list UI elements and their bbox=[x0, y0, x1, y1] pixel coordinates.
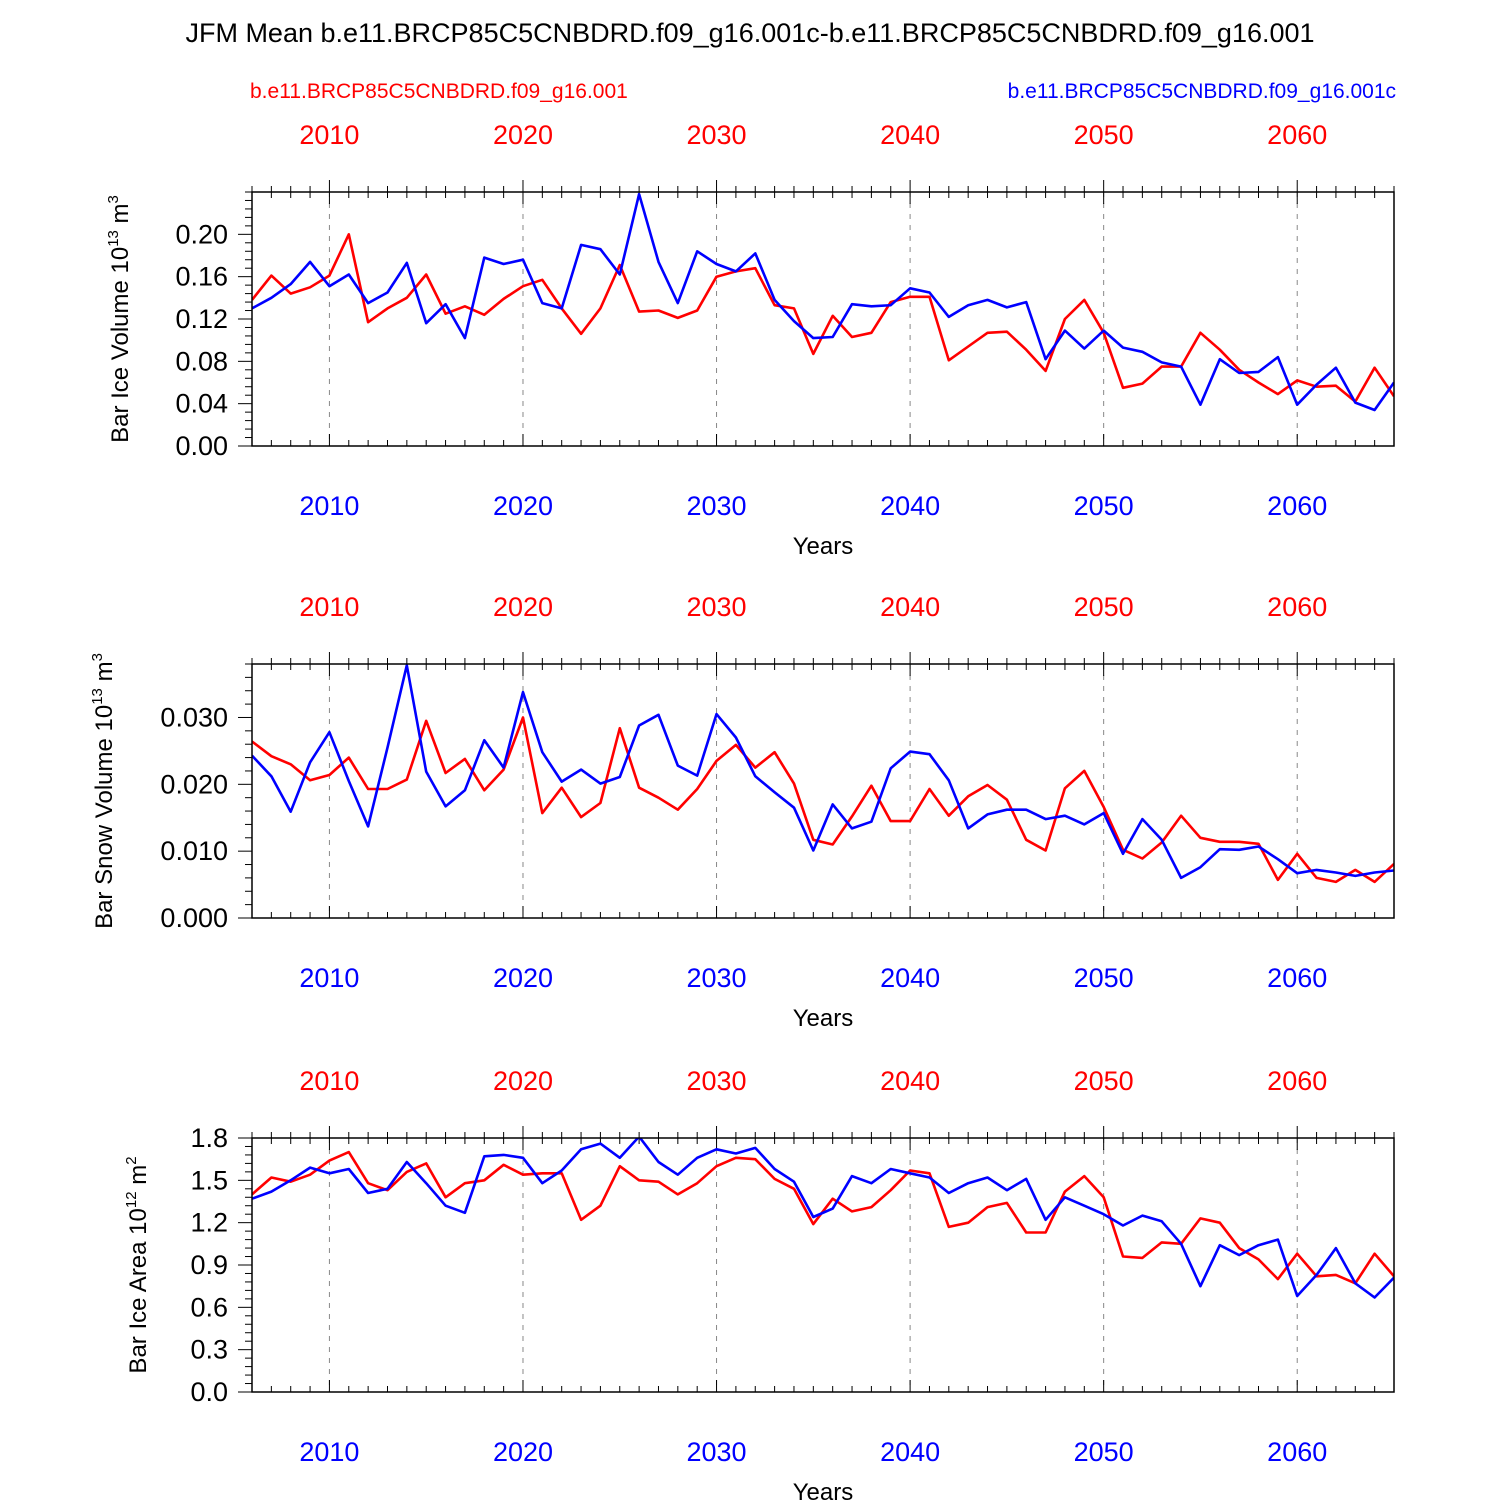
y-axis-label-exp: 13 bbox=[89, 688, 106, 705]
y-tick-label: 0.3 bbox=[190, 1335, 228, 1365]
y-axis-label: Bar Snow Volume 1013 m3 bbox=[89, 653, 118, 929]
y-tick-label: 0.00 bbox=[175, 431, 228, 461]
y-axis-label-exp: 12 bbox=[123, 1191, 140, 1208]
bottom-x-tick-label: 2050 bbox=[1074, 1437, 1134, 1467]
y-axis-label-base: Bar Ice Volume 10 bbox=[107, 247, 134, 443]
y-tick-label: 0.020 bbox=[160, 769, 228, 799]
top-x-tick-label: 2050 bbox=[1074, 120, 1134, 150]
top-x-tick-label: 2050 bbox=[1074, 592, 1134, 622]
bottom-x-tick-label: 2030 bbox=[687, 1437, 747, 1467]
y-tick-label: 0.9 bbox=[190, 1250, 228, 1280]
bottom-x-tick-label: 2010 bbox=[299, 963, 359, 993]
x-axis-label: Years bbox=[793, 533, 854, 560]
y-axis-label-unit: m bbox=[125, 1165, 152, 1192]
bottom-x-tick-label: 2040 bbox=[880, 963, 940, 993]
y-axis-label-unit: m bbox=[91, 661, 118, 688]
chart-panel-2: 0.000 0.010 0.020 0.030 2010 2020 2030 2040 2050… bbox=[89, 592, 1395, 1032]
y-tick-label: 0.12 bbox=[175, 304, 228, 334]
y-tick-label: 0.6 bbox=[190, 1292, 228, 1322]
top-x-tick-label: 2020 bbox=[493, 120, 553, 150]
series-line-red bbox=[252, 716, 1394, 884]
y-axis-label: Bar Ice Volume 1013 m3 bbox=[105, 195, 134, 443]
bottom-x-tick-label: 2060 bbox=[1267, 1437, 1327, 1467]
y-tick-label: 0.16 bbox=[175, 262, 228, 292]
top-x-tick-label: 2050 bbox=[1074, 1066, 1134, 1096]
chart-panel-3: 0.0 0.3 0.6 0.9 1.2 1.5 1.8 2010 2020 2030 2040 205… bbox=[123, 1066, 1395, 1500]
y-tick-label: 1.2 bbox=[190, 1208, 228, 1238]
plot-frame bbox=[251, 191, 1395, 447]
y-axis-label-exp: 13 bbox=[105, 230, 122, 247]
top-x-tick-label: 2030 bbox=[687, 592, 747, 622]
y-axis-label: Bar Ice Area 1012 m2 bbox=[123, 1156, 152, 1373]
bottom-x-tick-label: 2040 bbox=[880, 1437, 940, 1467]
top-x-tick-label: 2010 bbox=[299, 592, 359, 622]
bottom-x-tick-label: 2020 bbox=[493, 1437, 553, 1467]
y-tick-label: 1.8 bbox=[190, 1123, 228, 1153]
top-x-tick-label: 2020 bbox=[493, 592, 553, 622]
series-line-blue bbox=[252, 664, 1394, 880]
top-x-tick-label: 2040 bbox=[880, 120, 940, 150]
y-tick-label: 0.000 bbox=[160, 903, 228, 933]
top-x-tick-label: 2030 bbox=[687, 120, 747, 150]
x-axis-label: Years bbox=[793, 1005, 854, 1032]
bottom-x-tick-label: 2040 bbox=[880, 491, 940, 521]
top-x-tick-label: 2010 bbox=[299, 120, 359, 150]
bottom-x-tick-label: 2020 bbox=[493, 491, 553, 521]
y-axis-label-base: Bar Ice Area 10 bbox=[125, 1208, 152, 1373]
y-axis-label-unit-exp: 3 bbox=[89, 653, 106, 661]
bottom-x-tick-label: 2060 bbox=[1267, 963, 1327, 993]
top-x-tick-label: 2060 bbox=[1267, 120, 1327, 150]
y-axis-label-unit: m bbox=[107, 203, 134, 230]
y-axis-label-unit-exp: 2 bbox=[123, 1156, 140, 1164]
bottom-x-tick-label: 2030 bbox=[687, 963, 747, 993]
bottom-x-tick-label: 2020 bbox=[493, 963, 553, 993]
top-x-tick-label: 2020 bbox=[493, 1066, 553, 1096]
bottom-x-tick-label: 2060 bbox=[1267, 491, 1327, 521]
top-x-tick-label: 2040 bbox=[880, 1066, 940, 1096]
figure-title: JFM Mean b.e11.BRCP85C5CNBDRD.f09_g16.00… bbox=[185, 18, 1315, 48]
x-axis-label: Years bbox=[793, 1479, 854, 1500]
top-x-tick-label: 2060 bbox=[1267, 592, 1327, 622]
y-tick-label: 0.0 bbox=[190, 1377, 228, 1407]
legend-label-blue: b.e11.BRCP85C5CNBDRD.f09_g16.001c bbox=[1007, 80, 1396, 103]
y-axis-label-base: Bar Snow Volume 10 bbox=[91, 705, 118, 929]
y-axis-label-unit-exp: 3 bbox=[105, 195, 122, 203]
series-line-blue bbox=[252, 1138, 1394, 1299]
top-x-tick-label: 2010 bbox=[299, 1066, 359, 1096]
top-x-tick-label: 2060 bbox=[1267, 1066, 1327, 1096]
series-line-blue bbox=[252, 192, 1394, 412]
top-x-tick-label: 2030 bbox=[687, 1066, 747, 1096]
y-tick-label: 1.5 bbox=[190, 1165, 228, 1195]
plot-frame bbox=[251, 663, 1395, 919]
bottom-x-tick-label: 2010 bbox=[299, 1437, 359, 1467]
legend-label-red: b.e11.BRCP85C5CNBDRD.f09_g16.001 bbox=[250, 80, 628, 103]
bottom-x-tick-label: 2050 bbox=[1074, 491, 1134, 521]
bottom-x-tick-label: 2010 bbox=[299, 491, 359, 521]
y-tick-label: 0.030 bbox=[160, 702, 228, 732]
y-tick-label: 0.08 bbox=[175, 346, 228, 376]
bottom-x-tick-label: 2050 bbox=[1074, 963, 1134, 993]
plot-frame bbox=[251, 1137, 1395, 1393]
chart-panel-1: 0.00 0.04 0.08 0.12 0.16 0.20 2010 2020 2030 2040… bbox=[105, 120, 1395, 560]
top-x-tick-label: 2040 bbox=[880, 592, 940, 622]
y-tick-label: 0.04 bbox=[175, 389, 228, 419]
y-tick-label: 0.20 bbox=[175, 219, 228, 249]
y-tick-label: 0.010 bbox=[160, 836, 228, 866]
series-line-red bbox=[252, 1150, 1394, 1285]
bottom-x-tick-label: 2030 bbox=[687, 491, 747, 521]
